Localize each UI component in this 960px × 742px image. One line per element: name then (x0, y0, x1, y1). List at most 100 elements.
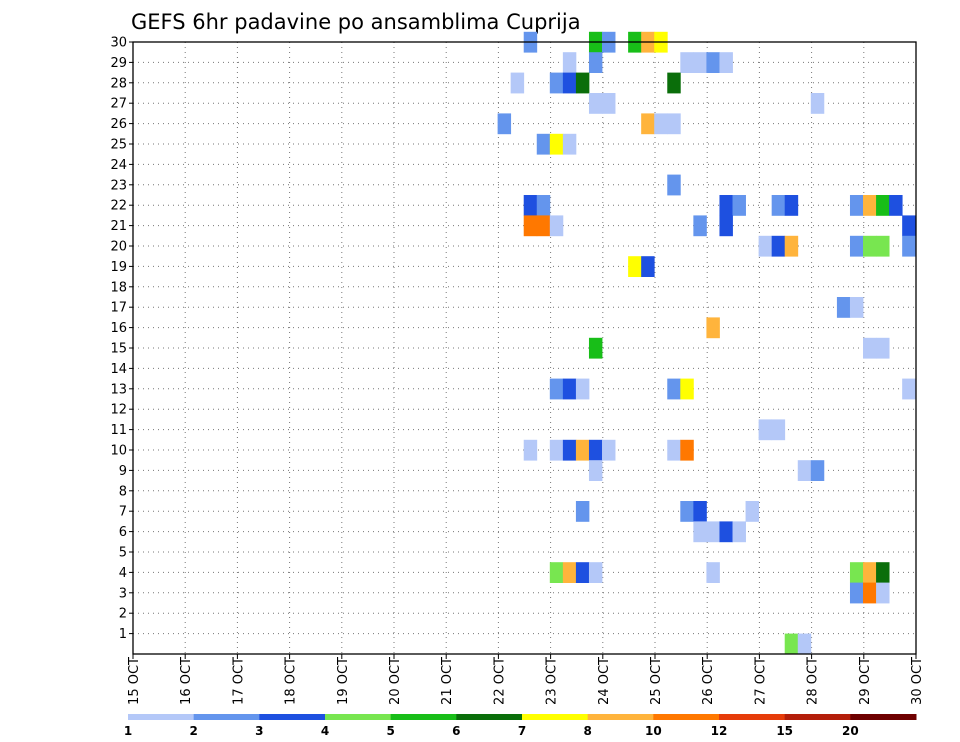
heatmap-cell (902, 235, 916, 257)
y-tick-label: 7 (119, 505, 127, 520)
heatmap-cell (849, 562, 864, 583)
heatmap-cell (641, 256, 655, 277)
heatmap-cell (771, 235, 786, 257)
colorbar-swatch (259, 714, 326, 720)
heatmap-cell (667, 113, 681, 135)
y-tick-label: 29 (110, 56, 127, 71)
x-tick-label: 28 OCT (806, 657, 821, 705)
x-tick-label: 27 OCT (753, 657, 768, 705)
colorbar-label: 2 (189, 724, 197, 738)
heatmap-cell (876, 337, 890, 359)
heatmap-cell (536, 195, 551, 216)
colorbar-swatch (456, 714, 523, 720)
heatmap-cell (549, 439, 564, 461)
colorbar-swatch (784, 714, 851, 720)
x-tick-label: 24 OCT (597, 657, 612, 705)
y-tick-label: 30 (110, 36, 127, 51)
heatmap-cell (836, 297, 851, 318)
heatmap-cell (667, 378, 681, 400)
colorbar-swatch (587, 714, 654, 720)
heatmap-cell (536, 215, 551, 237)
heatmap-cell (745, 501, 760, 522)
colorbar-label: 12 (711, 724, 728, 738)
x-tick-label: 22 OCT (492, 657, 507, 705)
colorbar-swatch (193, 714, 260, 720)
heatmap-cell (497, 113, 512, 135)
heatmap-cell (810, 93, 825, 114)
heatmap-cell (602, 439, 616, 461)
heatmap-cell (797, 633, 812, 655)
y-tick-label: 4 (119, 566, 127, 581)
y-tick-label: 11 (110, 423, 127, 438)
heatmap-cell (902, 378, 916, 400)
heatmap-cell (549, 562, 564, 583)
x-tick-label: 30 OCT (910, 657, 925, 705)
heatmap-cell (758, 235, 773, 257)
y-tick-label: 24 (110, 158, 127, 173)
heatmap-cell (575, 378, 590, 400)
heatmap-cell (706, 562, 720, 583)
x-tick-label: 25 OCT (649, 657, 664, 705)
heatmap-cell (523, 195, 538, 216)
colorbar-label: 4 (321, 724, 329, 738)
heatmap-cell (562, 439, 577, 461)
colorbar-label: 5 (386, 724, 394, 738)
y-tick-label: 9 (119, 464, 127, 479)
heatmap-cell (588, 337, 603, 359)
heatmap-cell (784, 195, 799, 216)
heatmap-cell (575, 72, 590, 94)
heatmap-cell (863, 337, 877, 359)
heatmap-cell (549, 133, 564, 155)
heatmap-cell (654, 113, 668, 135)
heatmap-cell (863, 195, 877, 216)
x-tick-label: 23 OCT (545, 657, 560, 705)
heatmap-cell (523, 215, 538, 237)
chart-title: GEFS 6hr padavine po ansamblima Cuprija (131, 10, 581, 34)
heatmap-cell (641, 113, 655, 135)
heatmap-cell (863, 562, 877, 583)
colorbar-label: 8 (583, 724, 591, 738)
y-tick-label: 18 (110, 280, 127, 295)
heatmap-cell (693, 215, 707, 237)
colorbar-legend: 1 2 3 4 5 6 7 8 10 12 15 20 (124, 714, 917, 738)
x-tick-label: 21 OCT (440, 657, 455, 705)
heatmap-cell (680, 439, 694, 461)
colorbar-label: 6 (452, 724, 460, 738)
y-tick-label: 2 (119, 607, 127, 622)
grid-lines (133, 42, 916, 654)
heatmap-cell (771, 195, 786, 216)
y-tick-label: 14 (110, 362, 127, 377)
heatmap-cell (876, 195, 890, 216)
heatmap-cell (667, 174, 681, 196)
heatmap-cell (588, 460, 603, 481)
data-cells (497, 31, 916, 655)
y-tick-label: 22 (110, 199, 127, 214)
heatmap-cell (549, 215, 564, 237)
heatmap-cell (732, 195, 746, 216)
heatmap-cell (784, 633, 799, 655)
heatmap-cell (562, 562, 577, 583)
y-tick-label: 19 (110, 260, 127, 275)
y-tick-label: 21 (110, 219, 127, 234)
heatmap-cell (810, 460, 825, 481)
heatmap-cell (562, 52, 577, 73)
heatmap-cell (706, 521, 720, 543)
colorbar-label: 20 (842, 724, 859, 738)
colorbar-swatch (325, 714, 392, 720)
x-tick-label: 29 OCT (858, 657, 873, 705)
heatmap-cell (797, 460, 812, 481)
colorbar-swatch (653, 714, 720, 720)
y-tick-label: 28 (110, 76, 127, 91)
colorbar-label: 1 (124, 724, 132, 738)
heatmap-cell (693, 521, 707, 543)
y-tick-label: 27 (110, 97, 127, 112)
heatmap-cell (889, 195, 903, 216)
heatmap-cell (719, 195, 733, 216)
heatmap-cell (680, 501, 694, 522)
colorbar-label: 15 (776, 724, 793, 738)
heatmap-cell (693, 52, 707, 73)
y-tick-label: 20 (110, 240, 127, 255)
heatmap-cell (549, 72, 564, 94)
colorbar-label: 7 (518, 724, 526, 738)
heatmap-cell (628, 256, 642, 277)
